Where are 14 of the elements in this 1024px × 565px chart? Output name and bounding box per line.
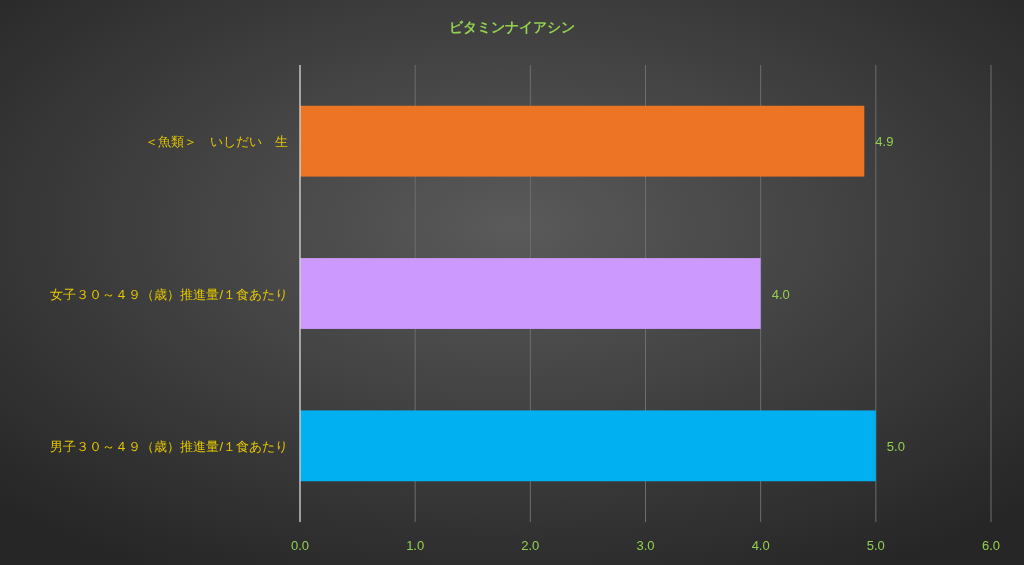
x-tick-label: 6.0 [981,538,1001,553]
x-tick-label: 5.0 [866,538,885,553]
y-tick-label: 女子３０～４９（歳）推進量/１食あたり [50,286,288,302]
x-tick-label: 4.0 [751,538,770,553]
x-tick-label: 1.0 [406,538,425,553]
x-tick-label: 2.0 [521,538,540,553]
y-tick-label: ＜魚類＞ いしだい 生 [145,134,288,150]
x-tick-label: 3.0 [636,538,655,553]
data-label: 5.0 [886,438,905,454]
data-label: 4.0 [771,286,790,302]
data-label: 4.9 [875,134,894,150]
y-tick-label: 男子３０～４９（歳）推進量/１食あたり [50,438,288,454]
x-tick-label: 0.0 [290,538,310,553]
chart-title: ビタミンナイアシン [449,19,575,35]
